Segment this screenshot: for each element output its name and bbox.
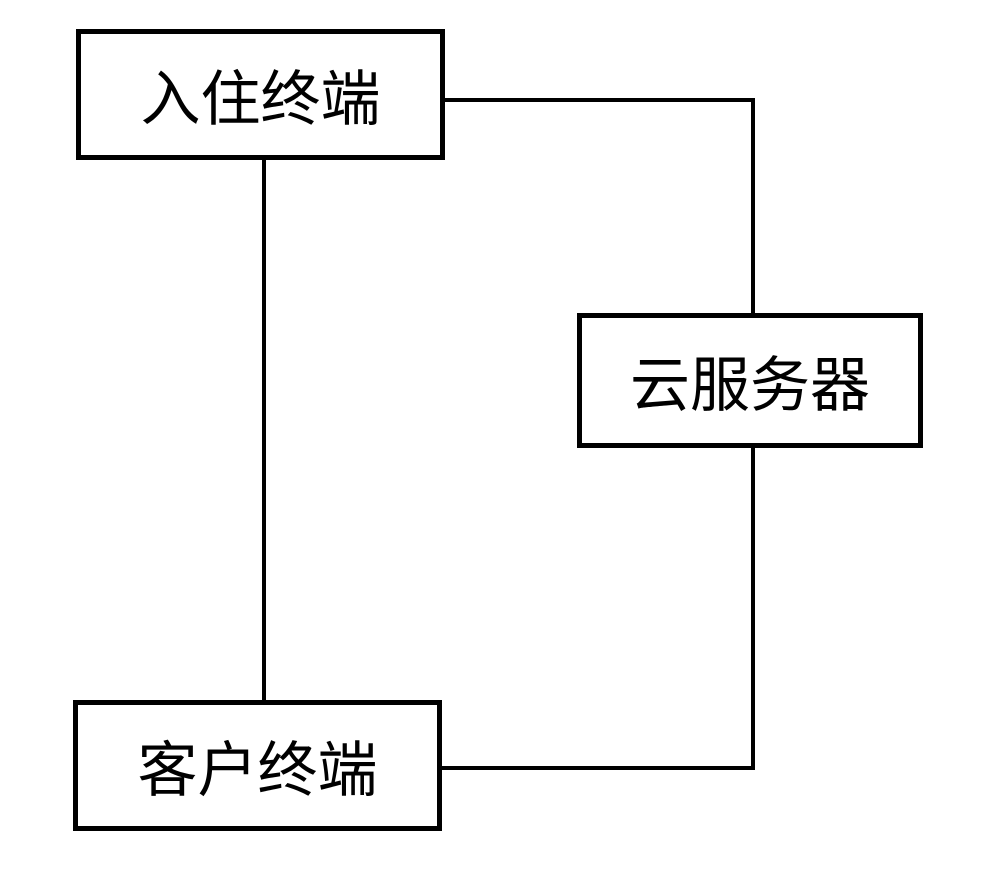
node-label: 客户终端 <box>138 722 378 809</box>
edge-segment <box>262 160 266 700</box>
node-label: 云服务器 <box>630 337 870 424</box>
node-cloud-server: 云服务器 <box>577 313 923 448</box>
node-client-terminal: 客户终端 <box>73 700 442 831</box>
diagram-canvas: 入住终端 云服务器 客户终端 <box>0 0 1000 869</box>
node-checkin-terminal: 入住终端 <box>76 29 445 160</box>
edge-segment <box>751 98 755 313</box>
node-label: 入住终端 <box>141 51 381 138</box>
edge-segment <box>445 98 755 102</box>
edge-segment <box>751 448 755 770</box>
edge-segment <box>442 766 755 770</box>
